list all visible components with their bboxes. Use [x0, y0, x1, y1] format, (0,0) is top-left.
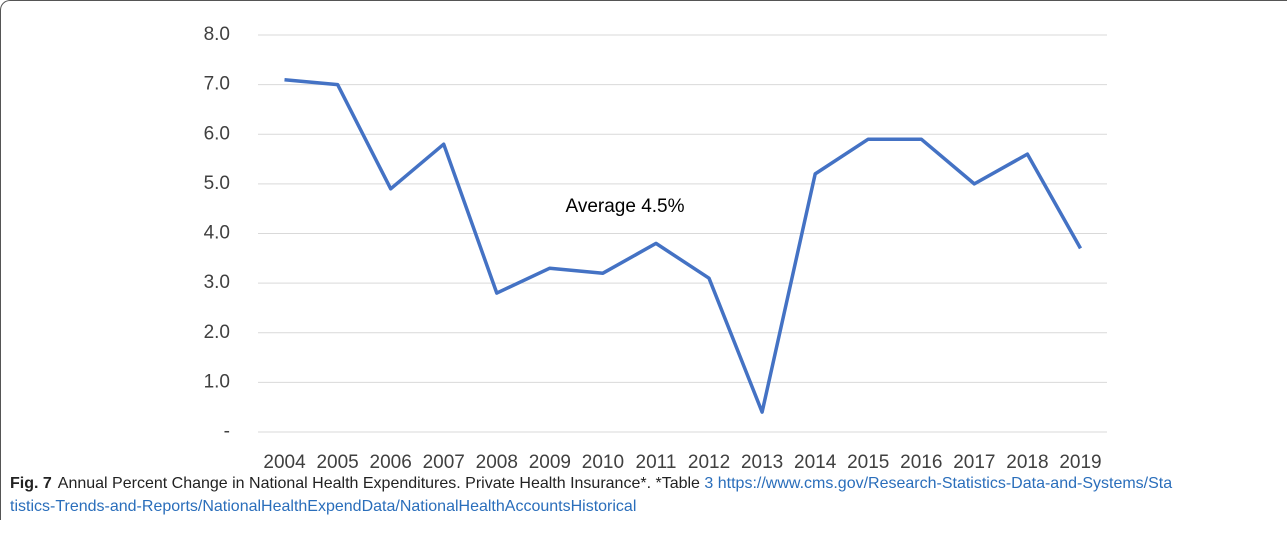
- y-tick-label: 4.0: [204, 223, 230, 244]
- figure-frame: [0, 0, 1287, 520]
- x-tick-label: 2014: [794, 452, 837, 470]
- y-tick-label: 7.0: [204, 74, 230, 95]
- y-tick-label: 3.0: [204, 272, 230, 293]
- x-tick-label: 2005: [316, 452, 358, 470]
- x-tick-label: 2011: [636, 452, 677, 470]
- table-link[interactable]: 3: [704, 475, 714, 492]
- caption-text: Annual Percent Change in National Health…: [57, 475, 700, 492]
- url-link[interactable]: https://www.cms.gov/Research-Statistics-…: [10, 475, 1173, 515]
- x-tick-label: 2006: [370, 452, 412, 470]
- x-tick-label: 2009: [529, 452, 571, 470]
- annotation: Average 4.5%: [565, 196, 684, 217]
- y-tick-label: 2.0: [204, 322, 230, 343]
- chart: - 1.0 2.0 3.0 4.0 5.0 6.0 7.0 8.0 2004 2005 2006 200…: [204, 24, 1107, 470]
- x-tick-label: 2008: [476, 452, 518, 470]
- caption: Fig. 7 Annual Percent Change in National …: [10, 472, 1175, 518]
- x-tick-label: 2016: [900, 452, 942, 470]
- x-tick-label: 2018: [1006, 452, 1048, 470]
- x-tick-label: 2007: [423, 452, 465, 470]
- x-tick-label: 2012: [688, 452, 730, 470]
- x-tick-label: 2010: [582, 452, 624, 470]
- y-tick-label: 8.0: [204, 24, 230, 45]
- x-tick-label: 2017: [953, 452, 995, 470]
- x-tick-label: 2015: [847, 452, 889, 470]
- x-tick-label: 2019: [1059, 452, 1101, 470]
- x-tick-label: 2004: [263, 452, 306, 470]
- data-line: [284, 77, 1083, 414]
- x-tick-label: 2013: [741, 452, 783, 470]
- y-tick-label: -: [224, 421, 230, 442]
- y-tick-label: 1.0: [204, 371, 230, 392]
- y-tick-label: 6.0: [204, 123, 230, 144]
- caption-label: Fig. 7: [10, 475, 52, 492]
- y-tick-label: 5.0: [204, 173, 230, 194]
